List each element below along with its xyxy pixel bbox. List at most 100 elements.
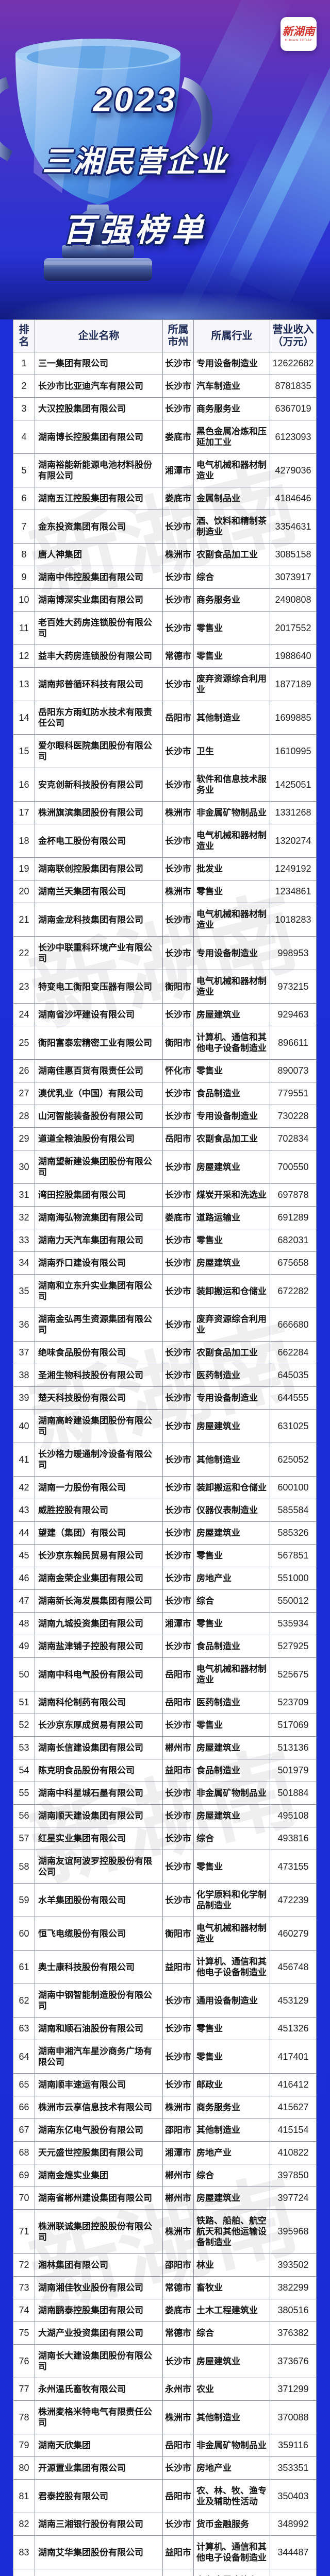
industry-cell: 仪器仪表制造业: [193, 1499, 270, 1522]
rank-cell: 69: [13, 2164, 35, 2187]
industry-cell: 零售业: [193, 2017, 270, 2040]
rank-cell: 32: [13, 1206, 35, 1229]
rank-cell: 41: [13, 1443, 35, 1477]
industry-cell: 房屋建筑业: [193, 1521, 270, 1545]
rank-cell: 25: [13, 1026, 35, 1060]
table-row: 78 株洲麦格米特电气有限责任公司 株洲市 其他制造业 370088: [13, 2400, 317, 2434]
industry-cell: 铁路、船舶、航空航天和其他运输设备制造业: [193, 2209, 270, 2254]
industry-cell: 零售业: [193, 1544, 270, 1567]
industry-cell: 其他制造业: [193, 701, 270, 735]
table-row: 65 湖南顺丰速运有限公司 长沙市 邮政业 416412: [13, 2073, 317, 2096]
city-cell: 株洲市: [162, 2400, 194, 2434]
table-row: 33 湖南力天汽车集团有限公司 长沙市 零售业 682031: [13, 1229, 317, 1252]
rank-cell: 62: [13, 1984, 35, 2018]
company-cell: 湖南中科电气股份有限公司: [35, 1657, 163, 1691]
rank-cell: 29: [13, 1127, 35, 1150]
rank-cell: 36: [13, 1308, 35, 1342]
city-cell: 娄底市: [162, 2299, 194, 2322]
revenue-cell: 1988640: [270, 645, 317, 668]
city-cell: 长沙市: [162, 1589, 194, 1613]
revenue-cell: 8781835: [270, 375, 317, 398]
rank-cell: 26: [13, 1059, 35, 1082]
industry-cell: 零售业: [193, 611, 270, 645]
company-cell: 圣湘生物科技股份有限公司: [35, 1364, 163, 1387]
column-header: 所属行业: [193, 319, 270, 352]
industry-cell: 软件和信息技术服务业: [193, 768, 270, 802]
revenue-cell: 495108: [270, 1804, 317, 1827]
city-cell: 长沙市: [162, 611, 194, 645]
company-cell: 湖南博深实业集团有限公司: [35, 588, 163, 612]
city-cell: 长沙市: [162, 1364, 194, 1387]
industry-cell: 房屋建筑业: [193, 1409, 270, 1443]
revenue-cell: 523709: [270, 1691, 317, 1714]
revenue-cell: 451326: [270, 2017, 317, 2040]
rank-cell: 54: [13, 1759, 35, 1782]
city-cell: 郴州市: [162, 2164, 194, 2187]
table-row: 46 湖南金荣企业集团有限公司 长沙市 房地产业 551000: [13, 1567, 317, 1590]
rank-cell: 59: [13, 1883, 35, 1917]
city-cell: 长沙市: [162, 588, 194, 612]
table-row: 77 永州温氏畜牧有限公司 永州市 农业 371299: [13, 2378, 317, 2401]
revenue-cell: 1699885: [270, 701, 317, 735]
industry-cell: 房屋建筑业: [193, 1150, 270, 1184]
rank-cell: 65: [13, 2073, 35, 2096]
rank-cell: 4: [13, 420, 35, 454]
revenue-cell: 730228: [270, 1105, 317, 1128]
table-row: 23 特变电工衡阳变压器有限公司 衡阳市 电气机械和器材制造业 973215: [13, 970, 317, 1004]
table-row: 62 湖南中钢智能制造股份有限公司 长沙市 通用设备制造业 453129: [13, 1984, 317, 2018]
company-cell: 澳优乳业（中国）有限公司: [35, 1082, 163, 1105]
revenue-cell: 501979: [270, 1759, 317, 1782]
rank-cell: 14: [13, 701, 35, 735]
company-cell: 长沙格力暖通制冷设备有限公司: [35, 1443, 163, 1477]
revenue-cell: 682031: [270, 1229, 317, 1252]
rank-cell: 33: [13, 1229, 35, 1252]
revenue-cell: 3354631: [270, 510, 317, 544]
table-row: 18 金杯电工股份有限公司 长沙市 电气机械和器材制造业 1320274: [13, 824, 317, 858]
revenue-cell: 567851: [270, 1544, 317, 1567]
company-cell: 湖南望新建设集团股份有限公司: [35, 1150, 163, 1184]
city-cell: 郴州市: [162, 1736, 194, 1759]
rank-cell: 15: [13, 734, 35, 768]
table-row: 36 湖南金弘再生资源集团有限公司 长沙市 废弃资源综合利用业 666680: [13, 1308, 317, 1342]
revenue-cell: 397850: [270, 2164, 317, 2187]
revenue-cell: 416412: [270, 2073, 317, 2096]
city-cell: 长沙市: [162, 857, 194, 880]
table-row: 39 楚天科技股份有限公司 长沙市 专用设备制造业 644555: [13, 1386, 317, 1410]
revenue-cell: 371299: [270, 2378, 317, 2401]
company-cell: 安克创新科技股份有限公司: [35, 768, 163, 802]
rank-cell: 38: [13, 1364, 35, 1387]
industry-cell: 食品制造业: [193, 1759, 270, 1782]
rank-cell: 82: [13, 2513, 35, 2536]
rank-cell: 24: [13, 1003, 35, 1026]
revenue-cell: 666680: [270, 1308, 317, 1342]
rank-cell: 53: [13, 1736, 35, 1759]
company-cell: 湖南金弘再生资源集团有限公司: [35, 1308, 163, 1342]
revenue-cell: 929463: [270, 1003, 317, 1026]
city-cell: 长沙市: [162, 2344, 194, 2378]
revenue-cell: 359116: [270, 2434, 317, 2457]
company-cell: 湖南省郴州建设集团有限公司: [35, 2187, 163, 2210]
company-cell: 湖南邦普循环科技有限公司: [35, 667, 163, 701]
industry-cell: 商务服务业: [193, 397, 270, 420]
company-cell: 衡阳富泰宏精密工业有限公司: [35, 1026, 163, 1060]
revenue-cell: 460279: [270, 1917, 317, 1951]
revenue-cell: 896611: [270, 1026, 317, 1060]
rank-cell: 76: [13, 2344, 35, 2378]
revenue-cell: 585326: [270, 1521, 317, 1545]
city-cell: 娄底市: [162, 1206, 194, 1229]
company-cell: 水羊集团股份有限公司: [35, 1883, 163, 1917]
company-cell: 湖南乔口建设有限公司: [35, 1251, 163, 1275]
city-cell: 湘潭市: [162, 453, 194, 487]
revenue-cell: 473155: [270, 1850, 317, 1884]
revenue-cell: 2017552: [270, 611, 317, 645]
table-row: 66 株洲市云享信息技术有限公司 株洲市 商务服务业 415627: [13, 2096, 317, 2119]
industry-cell: 林业: [193, 2253, 270, 2277]
revenue-cell: 700550: [270, 1150, 317, 1184]
industry-cell: 其他制造业: [193, 2400, 270, 2434]
table-row: 56 湖南顺天建设集团有限公司 长沙市 房屋建筑业 495108: [13, 1804, 317, 1827]
rank-cell: 9: [13, 566, 35, 589]
industry-cell: 房地产业: [193, 2141, 270, 2164]
city-cell: 长沙市: [162, 2073, 194, 2096]
industry-cell: 废弃资源综合利用业: [193, 1308, 270, 1342]
table-row: 15 爱尔眼科医院集团股份有限公司 长沙市 卫生 1610995: [13, 734, 317, 768]
